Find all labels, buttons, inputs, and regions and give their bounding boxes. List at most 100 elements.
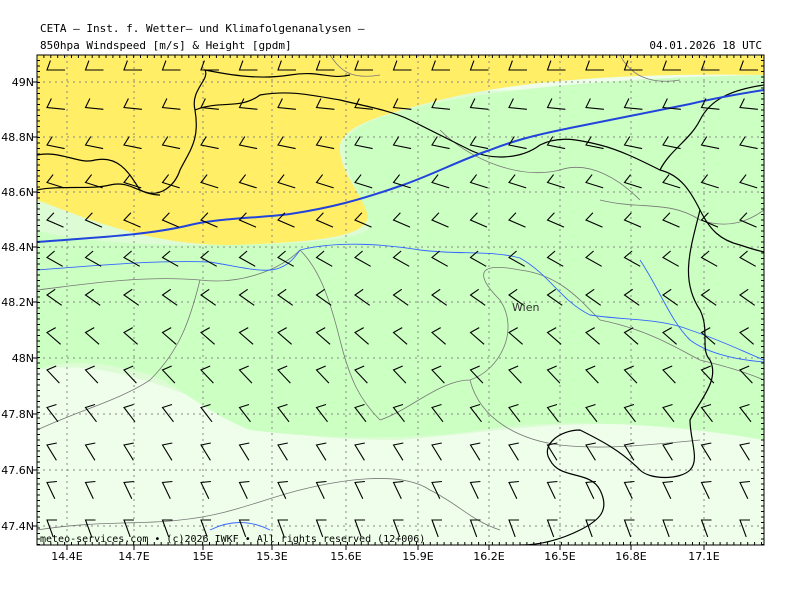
lat-label: 48.8N: [1, 131, 34, 144]
wind-barb: [200, 174, 219, 189]
wind-barb: [392, 136, 412, 150]
wind-barb: [46, 136, 65, 150]
wind-barb: [431, 442, 442, 461]
wind-barb: [546, 98, 566, 110]
wind-barb: [662, 442, 673, 461]
header-title: CETA – Inst. f. Wetter– und Klimafolgena…: [40, 22, 365, 35]
wind-barb: [546, 288, 563, 306]
wind-barb: [662, 365, 676, 384]
wind-barb: [161, 403, 174, 423]
wind-barb: [277, 250, 294, 267]
wind-barb: [623, 327, 639, 345]
wind-barb: [277, 212, 295, 228]
wind-barb: [431, 403, 444, 423]
wind-barb: [585, 60, 604, 71]
lon-label: 15E: [193, 550, 214, 563]
wind-barb: [546, 327, 562, 345]
wind-barb: [508, 288, 525, 306]
wind-barb: [469, 212, 488, 228]
wind-barb: [546, 136, 566, 150]
lat-label: 47.8N: [1, 408, 34, 421]
wind-barb: [469, 519, 481, 538]
wind-barb: [739, 403, 752, 423]
wind-barb: [315, 442, 327, 461]
wind-barb: [238, 365, 253, 384]
wind-barb: [585, 365, 599, 384]
wind-barb: [123, 136, 142, 150]
wind-barb: [277, 288, 294, 306]
wind-barb: [739, 60, 758, 71]
wind-barb: [200, 519, 211, 538]
wind-barb: [354, 519, 365, 538]
wind-barb: [200, 288, 217, 306]
wind-barb: [585, 519, 596, 538]
wind-barb: [585, 212, 603, 228]
wind-barb: [546, 250, 564, 267]
wind-barb: [200, 442, 211, 461]
wind-barb: [546, 174, 565, 189]
wind-barb: [84, 60, 104, 71]
wind-barb: [392, 442, 404, 461]
wind-barb: [623, 60, 643, 71]
wind-barb: [354, 442, 365, 461]
wind-barb: [354, 60, 373, 71]
wind-barb: [431, 480, 442, 499]
wind-barb: [739, 327, 754, 345]
wind-barb: [238, 212, 257, 228]
wind-barb: [277, 136, 296, 150]
lat-label: 48.6N: [1, 186, 34, 199]
wind-barb: [238, 480, 250, 499]
wind-barb: [84, 403, 97, 423]
wind-barb: [700, 442, 712, 461]
wind-barb: [161, 174, 180, 189]
wind-barb: [161, 212, 180, 228]
wind-barb: [739, 136, 758, 150]
wind-barb: [508, 136, 527, 150]
wind-barb: [431, 288, 448, 306]
regional-boundaries: [37, 55, 764, 531]
wind-barb: [469, 288, 486, 306]
wind-barb: [546, 403, 559, 423]
wind-barb: [354, 212, 372, 228]
wind-barb: [431, 60, 450, 71]
wind-barb: [392, 480, 404, 499]
wind-barb: [123, 60, 142, 71]
wind-barb: [84, 212, 103, 228]
wind-barb: [277, 480, 288, 499]
wind-barb: [585, 327, 600, 345]
wind-barb: [46, 327, 61, 345]
wind-barb: [315, 288, 332, 306]
wind-barb: [431, 365, 445, 384]
wind-barb: [354, 136, 373, 150]
wind-barb: [431, 98, 450, 110]
wind-barbs: [46, 60, 758, 538]
wind-barb: [431, 327, 446, 345]
wind-barb: [508, 365, 522, 384]
wind-barb: [662, 136, 681, 150]
wind-barb: [200, 98, 219, 110]
wind-barb: [238, 60, 258, 71]
wind-barb: [469, 136, 489, 150]
wind-barb: [508, 442, 519, 461]
wind-barb: [508, 403, 521, 423]
wind-barb: [469, 174, 488, 189]
lon-label: 16.2E: [473, 550, 504, 563]
wind-barb: [623, 403, 636, 423]
wind-barb: [123, 327, 138, 345]
wind-barb: [277, 403, 290, 423]
lon-label: 15.6E: [330, 550, 361, 563]
wind-barb: [238, 442, 250, 461]
wind-barb: [46, 174, 65, 189]
wind-barb: [469, 98, 489, 110]
wind-barb: [277, 174, 296, 189]
wind-barb: [277, 98, 296, 110]
wind-barb: [123, 442, 134, 461]
wind-barb: [431, 136, 450, 150]
wind-barb: [46, 442, 57, 461]
wind-barb: [623, 212, 642, 228]
wind-barb: [662, 250, 679, 267]
wind-barb: [277, 519, 288, 538]
wind-barb: [662, 480, 673, 499]
wind-barb: [84, 250, 102, 267]
